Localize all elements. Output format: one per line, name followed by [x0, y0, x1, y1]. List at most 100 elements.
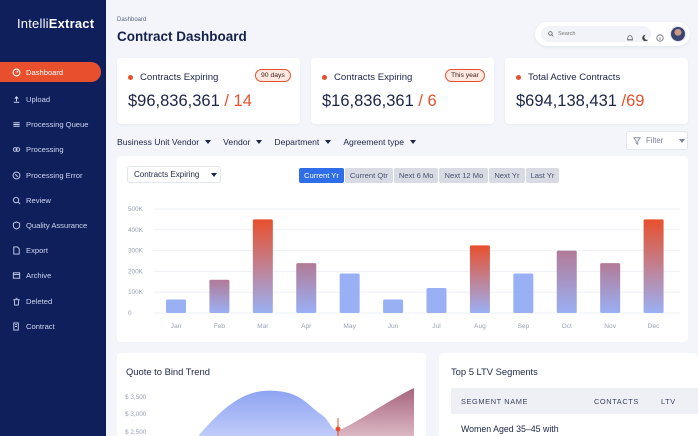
- sidebar-item-archive[interactable]: Archive: [0, 263, 106, 288]
- trend-ytick: $ 2,500: [125, 429, 147, 436]
- y-tick-label: 500K: [128, 206, 144, 213]
- tab-next-yr[interactable]: Next Yr: [489, 168, 525, 183]
- x-tick-label: Nov: [604, 323, 616, 330]
- kpi-badge: This year: [445, 69, 485, 82]
- filter-agreement-type[interactable]: Agreement type: [343, 137, 416, 147]
- dashboard-icon: [11, 67, 21, 77]
- x-tick-label: Mar: [257, 323, 269, 330]
- trend-area-series-b: [337, 388, 414, 436]
- x-tick-label: Sep: [517, 323, 529, 330]
- bar-oct[interactable]: [556, 250, 577, 313]
- tab-next-12-mo[interactable]: Next 12 Mo: [439, 168, 489, 183]
- x-tick-label: Jul: [432, 323, 441, 330]
- x-tick-label: Jun: [388, 323, 399, 330]
- kpi-card-expiring-year[interactable]: Contracts Expiring This year $16,836,361…: [311, 58, 494, 124]
- tab-current-qtr[interactable]: Current Qtr: [344, 168, 393, 183]
- caret-down-icon: [211, 172, 218, 177]
- filter-dropdown[interactable]: Filter: [626, 131, 688, 150]
- page-title: Contract Dashboard: [117, 29, 247, 44]
- trend-area-series-a: [199, 390, 339, 436]
- x-tick-label: Aug: [474, 323, 486, 330]
- bar-mar[interactable]: [252, 219, 273, 313]
- bar-aug[interactable]: [469, 245, 490, 313]
- sidebar-item-label: Processing Error: [26, 170, 83, 180]
- info-icon[interactable]: [656, 29, 664, 42]
- y-tick-label: 0: [128, 310, 132, 317]
- quality-icon: [11, 221, 21, 231]
- breadcrumb[interactable]: Dashboard: [117, 17, 147, 23]
- sidebar-item-label: Dashboard: [26, 67, 64, 77]
- filter-department[interactable]: Department: [274, 137, 332, 147]
- kpi-label: Contracts Expiring: [322, 72, 412, 83]
- sidebar-item-label: Review: [26, 195, 51, 205]
- ltv-title: Top 5 LTV Segments: [451, 366, 538, 377]
- filter-business-unit-vendor[interactable]: Business Unit Vendor: [117, 137, 212, 147]
- sidebar-item-export[interactable]: Export: [0, 238, 106, 263]
- sidebar-item-processing-queue[interactable]: Processing Queue: [0, 112, 106, 137]
- search-icon: [548, 31, 554, 37]
- caret-down-icon: [679, 138, 686, 143]
- bar-sep[interactable]: [513, 273, 534, 313]
- sidebar-item-quality-assurance[interactable]: Quality Assurance: [0, 213, 106, 238]
- trash-icon: [11, 296, 21, 306]
- trend-ytick: $ 3,500: [125, 394, 147, 401]
- upload-icon: [11, 95, 21, 105]
- caret-down-icon: [256, 140, 263, 144]
- user-avatar[interactable]: [670, 26, 686, 42]
- sidebar-item-processing[interactable]: Processing: [0, 137, 106, 162]
- sidebar-item-processing-error[interactable]: Processing Error: [0, 163, 106, 188]
- x-tick-label: Jan: [171, 323, 182, 330]
- trend-marker-dot: [335, 426, 341, 432]
- sidebar-item-label: Processing Queue: [26, 120, 89, 130]
- bar-dec[interactable]: [643, 219, 664, 313]
- moon-icon[interactable]: [641, 29, 649, 42]
- kpi-label: Contracts Expiring: [128, 72, 218, 83]
- kpi-card-expiring-90[interactable]: Contracts Expiring 90 days $96,836,361 /…: [117, 58, 300, 124]
- y-tick-label: 100K: [128, 289, 144, 296]
- x-tick-label: Feb: [214, 323, 226, 330]
- sidebar-item-label: Processing: [26, 145, 64, 155]
- sidebar-item-label: Archive: [26, 271, 52, 281]
- kpi-label: Total Active Contracts: [516, 72, 620, 83]
- bar-jan[interactable]: [166, 299, 186, 313]
- chart-metric-dropdown[interactable]: Contracts Expiring: [127, 166, 221, 183]
- caret-down-icon: [205, 140, 212, 144]
- toolbar-icons: [626, 29, 664, 42]
- queue-icon: [11, 120, 21, 130]
- review-icon: [11, 195, 21, 205]
- bell-icon[interactable]: [626, 29, 634, 41]
- tab-last-yr[interactable]: Last Yr: [525, 168, 560, 183]
- bar-apr[interactable]: [296, 263, 317, 313]
- column-header-segment[interactable]: SEGMENT NAME: [461, 397, 529, 406]
- status-dot-icon: [516, 75, 521, 80]
- kpi-card-active[interactable]: Total Active Contracts $694,138,431 /69: [505, 58, 688, 124]
- bar-feb[interactable]: [209, 279, 230, 313]
- kpi-value: $694,138,431 /69: [516, 92, 645, 110]
- y-tick-label: 400K: [128, 227, 144, 234]
- column-header-contacts[interactable]: CONTACTS: [594, 397, 639, 406]
- tab-current-yr[interactable]: Current Yr: [299, 168, 344, 183]
- sidebar-item-deleted[interactable]: Deleted: [0, 289, 106, 314]
- column-header-ltv[interactable]: LTV: [661, 397, 676, 406]
- sidebar-item-label: Quality Assurance: [26, 221, 88, 231]
- bar-may[interactable]: [339, 273, 360, 313]
- x-tick-label: Apr: [301, 323, 312, 330]
- archive-icon: [11, 271, 21, 281]
- sidebar-item-label: Upload: [26, 95, 51, 105]
- filter-vendor[interactable]: Vendor: [223, 137, 263, 147]
- tab-next-6-mo[interactable]: Next 6 Mo: [393, 168, 439, 183]
- search-input[interactable]: [558, 31, 648, 37]
- sidebar-item-contract[interactable]: Contract: [0, 314, 106, 339]
- sidebar-item-review[interactable]: Review: [0, 188, 106, 213]
- table-row[interactable]: Women Aged 35–45 with: [461, 424, 559, 434]
- search-box[interactable]: [541, 26, 651, 42]
- sidebar-item-dashboard[interactable]: Dashboard: [0, 62, 101, 82]
- ltv-segments-card: Top 5 LTV Segments SEGMENT NAME CONTACTS…: [439, 353, 698, 436]
- bar-nov[interactable]: [600, 263, 621, 313]
- app-logo: Intelli Extract: [0, 0, 106, 46]
- sidebar-item-upload[interactable]: Upload: [0, 87, 106, 112]
- contract-icon: [11, 321, 21, 331]
- bar-jul[interactable]: [426, 288, 447, 313]
- period-tabs: Current Yr Current Qtr Next 6 Mo Next 12 Mo…: [299, 168, 560, 183]
- bar-jun[interactable]: [383, 299, 404, 313]
